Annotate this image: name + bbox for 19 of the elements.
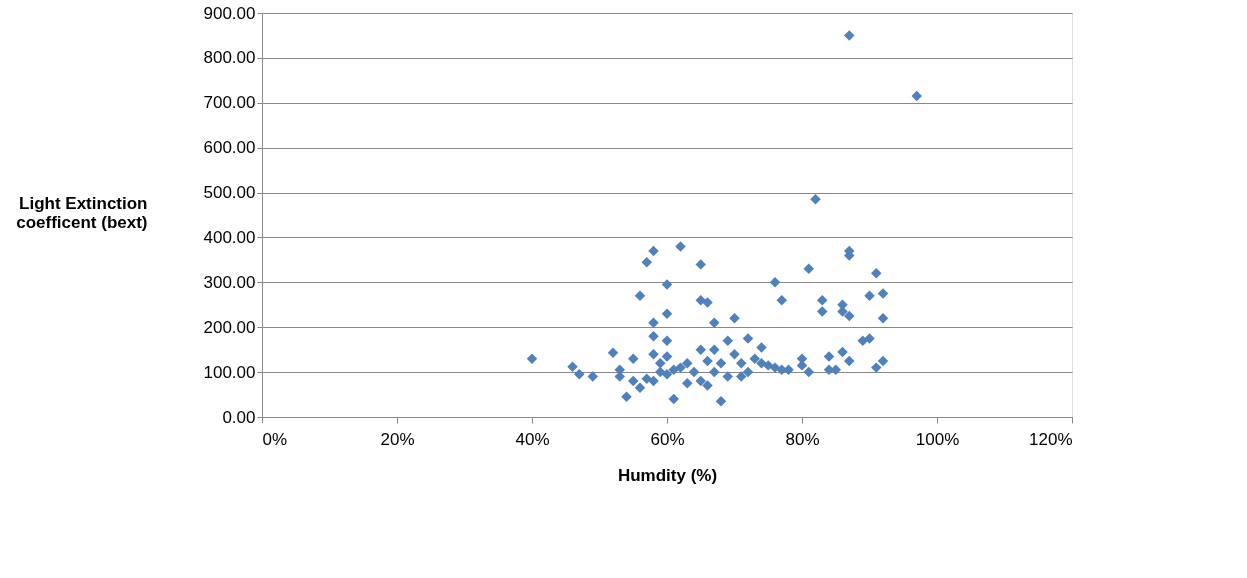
y-tick-label: 100.00: [203, 362, 256, 382]
y-tick-label: 200.00: [203, 317, 256, 337]
x-tick-label: 60%: [650, 429, 685, 449]
y-tick-label: 500.00: [203, 183, 256, 203]
x-tick-label: 100%: [915, 429, 960, 449]
x-tick-label: 0%: [262, 429, 288, 449]
y-tick-label: 600.00: [203, 138, 256, 158]
y-tick-label: 0.00: [222, 407, 256, 427]
x-axis-title: Humdity (%): [617, 465, 718, 485]
y-tick-label: 900.00: [203, 3, 256, 23]
y-tick-label: 400.00: [203, 227, 256, 247]
x-tick-label: 120%: [1029, 429, 1073, 449]
y-tick-label: 800.00: [203, 48, 256, 68]
y-tick-label: 300.00: [203, 272, 256, 292]
y-axis-title: Light Extinction coefficent (bext): [16, 193, 148, 232]
x-tick-label: 40%: [515, 429, 550, 449]
y-tick-label: 700.00: [203, 93, 256, 113]
x-tick-label: 80%: [785, 429, 820, 449]
x-tick-label: 20%: [380, 429, 415, 449]
